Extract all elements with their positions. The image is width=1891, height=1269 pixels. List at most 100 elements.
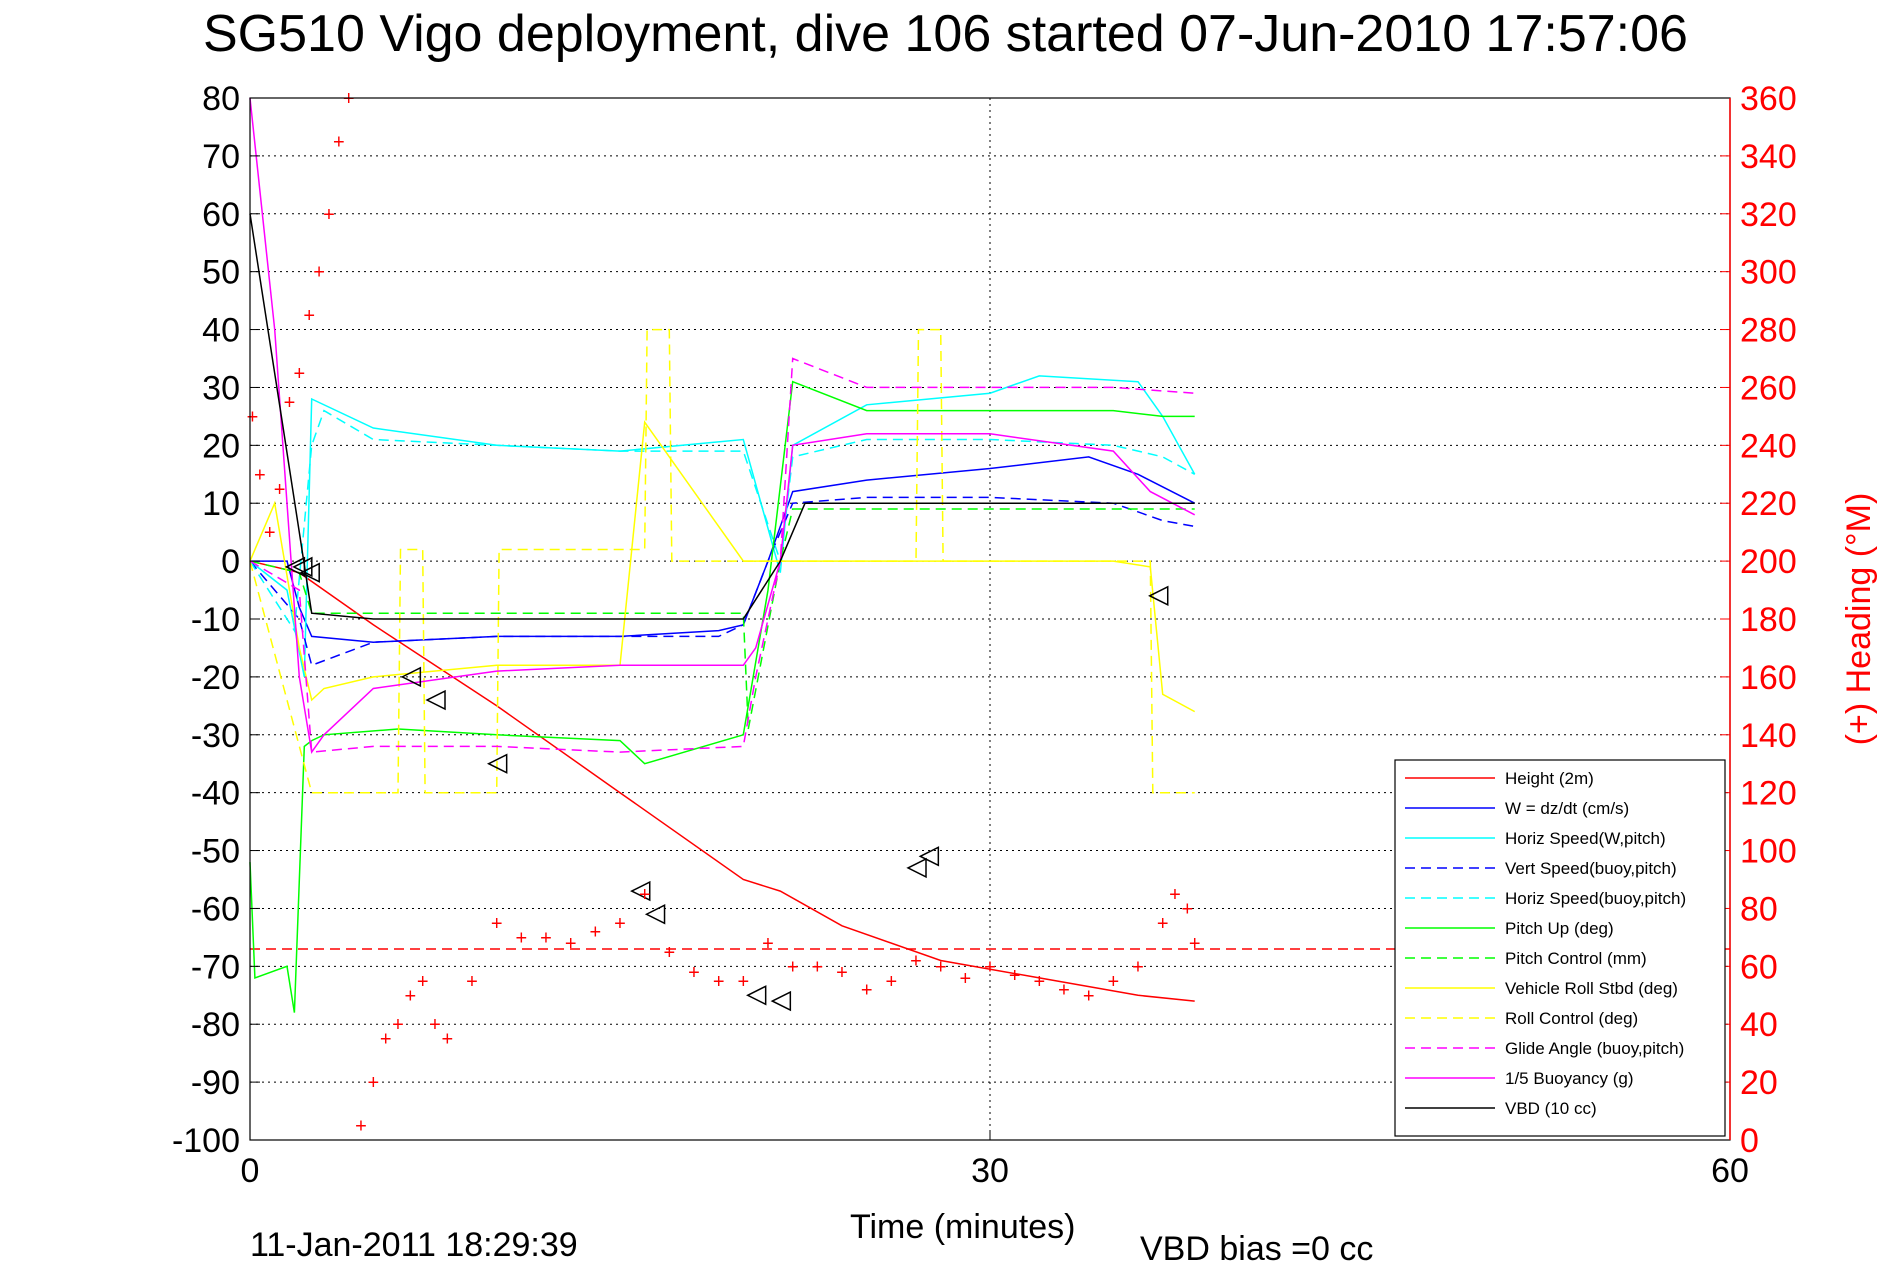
heading-point: + (639, 884, 651, 906)
heading-point: + (836, 962, 848, 984)
legend-box (1394, 759, 1726, 1137)
apogee-marker (400, 666, 422, 688)
heading-point: + (984, 956, 996, 978)
series-line-8 (249, 328, 1195, 794)
heading-point: + (491, 913, 503, 935)
legend-label: 1/5 Buoyancy (g) (1505, 1069, 1634, 1088)
y-tick-label: 80 (202, 80, 240, 118)
y2-tick-label: 60 (1740, 948, 1778, 986)
footer-timestamp: 11-Jan-2011 18:29:39 (250, 1226, 578, 1264)
heading-point: + (441, 1029, 453, 1051)
y2-tick-label: 240 (1740, 427, 1797, 465)
y2-tick-label: 40 (1740, 1006, 1778, 1044)
heading-point: + (1009, 965, 1021, 987)
y-tick-label: -50 (191, 833, 240, 871)
heading-point: + (935, 956, 947, 978)
apogee-marker (425, 689, 446, 711)
series-line-9 (249, 357, 1195, 753)
heading-point: + (313, 262, 325, 284)
y-tick-label: -30 (191, 717, 240, 755)
y2-tick-label: 360 (1740, 80, 1797, 118)
y2-tick-label: 80 (1740, 890, 1778, 928)
heading-point: + (293, 363, 305, 385)
y2-tick-label: 220 (1740, 485, 1797, 523)
y-tick-label: -60 (191, 890, 240, 928)
y-tick-label: -90 (191, 1064, 240, 1102)
apogee-marker (770, 990, 792, 1012)
heading-point: + (688, 962, 700, 984)
x-tick-label: 0 (241, 1152, 260, 1190)
y-tick-label: -100 (172, 1122, 240, 1160)
heading-layer: ++++++++++++++++++++++ + ++ ++++ + +++ + ++ ++ ++… (247, 88, 1201, 1138)
heading-point: + (1107, 971, 1119, 993)
series-line-0 (249, 560, 1195, 1002)
heading-point: + (343, 88, 355, 110)
legend-label: Vehicle Roll Stbd (deg) (1505, 979, 1678, 998)
series-line-10 (249, 97, 1196, 755)
y-tick-label: -20 (191, 659, 240, 697)
apogee-marker (299, 562, 320, 583)
y2-tick-label: 260 (1740, 369, 1797, 407)
apogee-marker (284, 556, 306, 578)
apogee-marker (745, 985, 767, 1006)
vbd-bias-text: VBD bias =0 cc (1140, 1230, 1374, 1268)
y2-tick-label: 0 (1740, 1122, 1759, 1160)
apogee-marker (906, 857, 927, 879)
heading-point: + (787, 956, 799, 978)
y2-tick-label: 20 (1740, 1064, 1778, 1102)
series-line-6 (249, 508, 1195, 730)
heading-point: + (303, 305, 315, 327)
heading-point: + (367, 1072, 379, 1094)
apogee-marker (644, 904, 666, 925)
series-line-4 (249, 409, 1196, 633)
heading-point: + (392, 1014, 404, 1036)
y-tick-label: -40 (191, 775, 240, 813)
y-tick-label: 50 (202, 254, 240, 292)
y2-tick-label: 160 (1740, 659, 1797, 697)
x-tick-label: 60 (1711, 1152, 1749, 1190)
series-line-5 (249, 380, 1195, 1013)
y2-tick-label: 120 (1740, 775, 1797, 813)
heading-point: + (713, 971, 725, 993)
heading-point: + (1058, 979, 1070, 1001)
heading-point: + (355, 1116, 367, 1138)
heading-point: + (614, 913, 626, 935)
heading-point: + (589, 922, 601, 944)
y-tick-label: 20 (202, 427, 240, 465)
y-tick-label: 30 (202, 369, 240, 407)
legend-label: Pitch Up (deg) (1505, 919, 1614, 938)
chart-title: SG510 Vigo deployment, dive 106 started … (203, 5, 1688, 63)
y-tick-label: 10 (202, 485, 240, 523)
y2-tick-label: 200 (1740, 543, 1797, 581)
apogee-marker (918, 846, 940, 867)
heading-point: + (1132, 956, 1144, 978)
legend-label: Pitch Control (mm) (1505, 949, 1647, 968)
heading-point: + (264, 522, 276, 544)
heading-point: + (429, 1014, 441, 1036)
axes: 80706050403020100-10-20-30-40-50-60-70-8… (172, 80, 1878, 1190)
y2-tick-label: 340 (1740, 138, 1797, 176)
heading-point: + (333, 131, 345, 153)
legend-label: W = dz/dt (cm/s) (1505, 799, 1629, 818)
heading-point: + (515, 927, 527, 949)
apogee-marker (1148, 585, 1169, 607)
legend-label: Horiz Speed(W,pitch) (1505, 829, 1666, 848)
y2-tick-label: 180 (1740, 601, 1797, 639)
heading-point: + (1033, 971, 1045, 993)
apogee-marker (630, 880, 651, 902)
heading-point: + (274, 479, 286, 501)
legend-label: Horiz Speed(buoy,pitch) (1505, 889, 1686, 908)
legend-label: Vert Speed(buoy,pitch) (1505, 859, 1677, 878)
legend: Height (2m) W = dz/dt (cm/s) Horiz Speed(W… (1394, 759, 1726, 1137)
apogee-marker (486, 753, 508, 774)
heading-point: + (663, 942, 675, 964)
y-tick-label: -80 (191, 1006, 240, 1044)
legend-label: Height (2m) (1505, 769, 1594, 788)
heading-point: + (1157, 913, 1169, 935)
heading-point: + (811, 956, 823, 978)
heading-point: + (1169, 884, 1181, 906)
heading-point: + (323, 204, 335, 226)
y2-tick-label: 320 (1740, 196, 1797, 234)
heading-point: + (959, 968, 971, 990)
y2-tick-label: 100 (1740, 833, 1797, 871)
